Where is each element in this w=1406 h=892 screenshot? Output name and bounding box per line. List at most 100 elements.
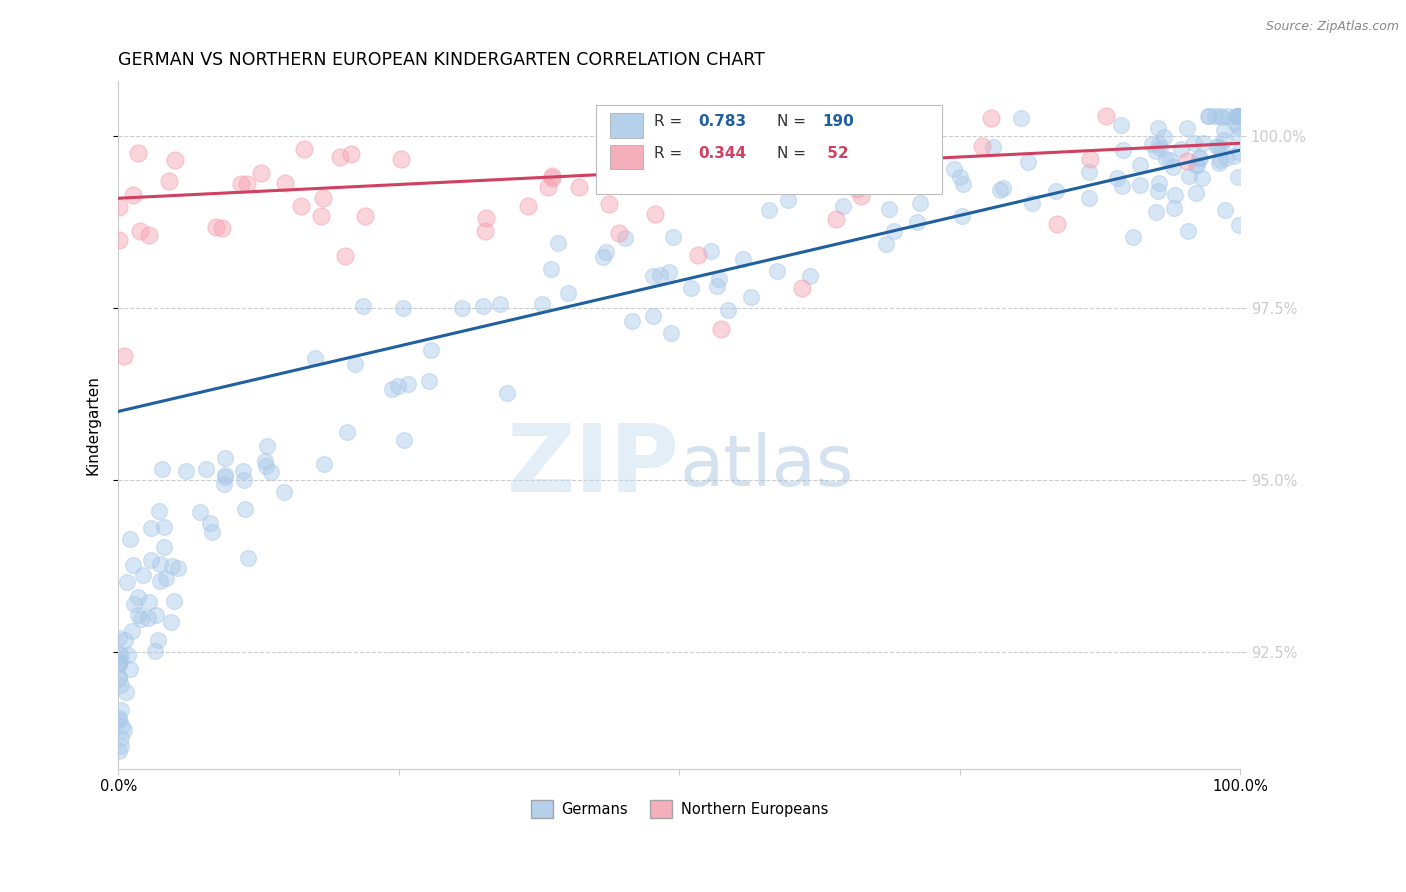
Point (110, 739, 132, 754)
Point (1107, 171, 1129, 186)
Point (159, 615, 181, 630)
Point (1184, 158, 1206, 172)
Point (132, 568, 155, 582)
Point (1227, 128, 1250, 143)
Point (381, 382, 404, 396)
Point (339, 146, 361, 161)
Point (108, 200, 131, 214)
Point (129, 224, 152, 238)
Point (1205, 139, 1227, 153)
Point (1227, 109, 1250, 123)
Point (236, 177, 259, 191)
Point (1188, 151, 1211, 165)
Point (1170, 142, 1192, 156)
Point (145, 608, 167, 623)
Point (214, 470, 236, 484)
Point (115, 684, 138, 698)
Point (232, 464, 254, 478)
Point (232, 473, 254, 487)
Point (686, 247, 709, 261)
Point (1216, 109, 1239, 123)
Point (1017, 155, 1039, 169)
Point (648, 268, 671, 283)
Point (883, 224, 905, 238)
Point (1144, 205, 1167, 219)
Point (396, 376, 419, 391)
Point (648, 152, 671, 166)
Point (1211, 141, 1233, 155)
Point (799, 268, 821, 283)
Point (148, 503, 170, 517)
Point (108, 233, 131, 247)
Point (709, 272, 731, 286)
Point (211, 220, 233, 235)
Point (129, 612, 152, 626)
Text: R =: R = (654, 114, 686, 129)
Point (344, 357, 367, 371)
Text: N =: N = (778, 114, 811, 129)
Point (195, 462, 218, 476)
Point (163, 594, 186, 608)
Point (108, 711, 131, 725)
Point (254, 459, 277, 474)
Point (1175, 153, 1198, 168)
Point (877, 202, 900, 216)
Point (1140, 137, 1163, 152)
Text: 52: 52 (823, 146, 848, 161)
Point (110, 703, 132, 717)
Point (733, 252, 755, 266)
Point (1147, 176, 1170, 190)
Point (198, 516, 221, 531)
Point (1177, 169, 1199, 184)
Point (111, 718, 134, 732)
Point (846, 182, 869, 196)
Point (256, 439, 278, 453)
Text: 190: 190 (823, 114, 853, 129)
Point (644, 207, 666, 221)
Point (108, 655, 131, 669)
Point (214, 468, 236, 483)
Point (471, 299, 494, 313)
Point (108, 657, 131, 671)
Point (1209, 109, 1232, 123)
Point (1185, 158, 1208, 172)
Point (1159, 153, 1181, 167)
Point (387, 379, 409, 393)
Point (1095, 109, 1118, 123)
Point (108, 670, 131, 684)
Text: N =: N = (778, 146, 811, 161)
Point (1213, 202, 1236, 217)
Point (1213, 132, 1236, 146)
Point (903, 157, 925, 171)
Point (531, 297, 554, 311)
Point (141, 553, 163, 567)
Point (138, 228, 160, 243)
Point (662, 229, 685, 244)
Point (108, 713, 131, 727)
Point (516, 199, 538, 213)
Point (1227, 120, 1250, 134)
Point (118, 662, 141, 676)
Point (776, 194, 799, 208)
Point (163, 153, 186, 167)
Point (1226, 109, 1249, 123)
Point (304, 351, 326, 365)
FancyBboxPatch shape (610, 145, 644, 169)
Point (595, 244, 617, 259)
Point (1206, 139, 1229, 153)
Point (1209, 153, 1232, 167)
Text: GERMAN VS NORTHERN EUROPEAN KINDERGARTEN CORRELATION CHART: GERMAN VS NORTHERN EUROPEAN KINDERGARTEN… (118, 51, 765, 69)
Point (541, 170, 564, 185)
Point (758, 203, 780, 218)
Point (117, 648, 139, 662)
Point (1010, 111, 1032, 125)
Point (740, 290, 762, 304)
Point (658, 265, 681, 279)
Point (108, 671, 131, 685)
Point (250, 166, 273, 180)
Point (890, 142, 912, 156)
Point (679, 281, 702, 295)
Point (1122, 230, 1144, 244)
Point (292, 142, 315, 156)
Point (354, 209, 377, 223)
